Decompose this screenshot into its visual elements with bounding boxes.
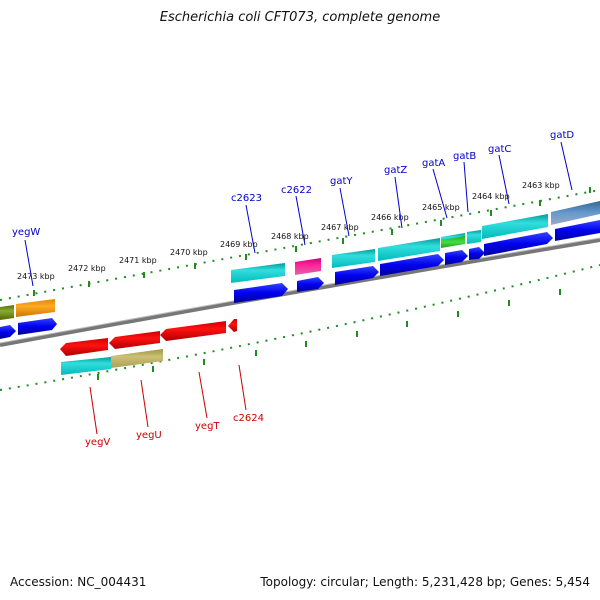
feature-orange [16, 299, 55, 317]
gene-label-gatC: gatC [488, 144, 511, 155]
reverse-tick-track [0, 264, 600, 391]
gene-label-c2624: c2624 [233, 413, 264, 424]
kbp-label: 2473 kbp [17, 272, 55, 281]
gene-arrow [0, 325, 16, 339]
feature-steel [551, 201, 600, 225]
kbp-label: 2472 kbp [68, 264, 106, 273]
gene-arrow [445, 250, 468, 265]
kbp-label: 2471 kbp [119, 256, 157, 265]
gene-arrow [380, 254, 444, 276]
reverse-gene-labels: yegV yegU yegT c2624 [85, 413, 264, 448]
forward-label-lines [24, 141, 573, 287]
kbp-label: 2468 kbp [271, 232, 309, 241]
reverse-gene-arrows [60, 319, 237, 356]
page-title: Escherichia coli CFT073, complete genome [159, 10, 441, 25]
gene-label-c2623: c2623 [231, 193, 262, 204]
gene-label-gatB: gatB [453, 151, 476, 162]
gene-arrow [60, 338, 108, 356]
gene-label-gatA: gatA [422, 158, 445, 169]
gene-label-c2622: c2622 [281, 185, 312, 196]
forward-gene-arrows [0, 220, 600, 339]
feature-lime [441, 236, 465, 248]
gene-label-yegT: yegT [195, 421, 220, 432]
kbp-labels: 2473 kbp 2472 kbp 2471 kbp 2470 kbp 2469… [17, 181, 560, 281]
kbp-label: 2469 kbp [220, 240, 258, 249]
feature-cyan [61, 357, 111, 375]
kbp-label: 2465 kbp [422, 203, 460, 212]
feature-olive [111, 349, 163, 368]
forward-gene-labels: yegW c2623 c2622 gatY gatZ gatA gatB gat… [12, 130, 574, 238]
gene-arrow [160, 321, 226, 341]
feature-cyan [482, 214, 548, 239]
genome-backbone [0, 238, 600, 347]
genome-summary-text: Topology: circular; Length: 5,231,428 bp… [260, 575, 590, 589]
forward-tick-track [0, 187, 600, 301]
gene-arrow [234, 283, 288, 303]
reverse-label-lines [89, 364, 247, 435]
gene-arrow [555, 220, 600, 241]
gene-arrow [484, 232, 553, 256]
feature-green [0, 305, 14, 320]
gene-arrow [297, 277, 324, 292]
gene-label-gatZ: gatZ [384, 165, 407, 176]
gene-arrow [109, 331, 160, 349]
kbp-label: 2466 kbp [371, 213, 409, 222]
gene-arrow [228, 319, 237, 332]
feature-cyan [332, 249, 375, 268]
gene-label-yegU: yegU [136, 430, 162, 441]
feature-cyan [378, 238, 440, 261]
accession-text: Accession: NC_004431 [10, 575, 147, 589]
feature-cyan [467, 230, 481, 244]
gene-label-gatY: gatY [330, 176, 353, 187]
gene-arrow [335, 266, 379, 285]
gene-arrow [469, 247, 485, 260]
kbp-label: 2467 kbp [321, 223, 359, 232]
forward-features [0, 201, 600, 320]
reverse-features [61, 349, 163, 375]
kbp-label: 2464 kbp [472, 192, 510, 201]
kbp-label: 2470 kbp [170, 248, 208, 257]
feature-magenta [295, 258, 321, 275]
gene-arrow [18, 318, 57, 335]
feature-cyan [231, 263, 285, 283]
gene-label-yegW: yegW [12, 227, 40, 238]
gene-label-gatD: gatD [550, 130, 574, 141]
gene-label-yegV: yegV [85, 437, 110, 448]
kbp-label: 2463 kbp [522, 181, 560, 190]
